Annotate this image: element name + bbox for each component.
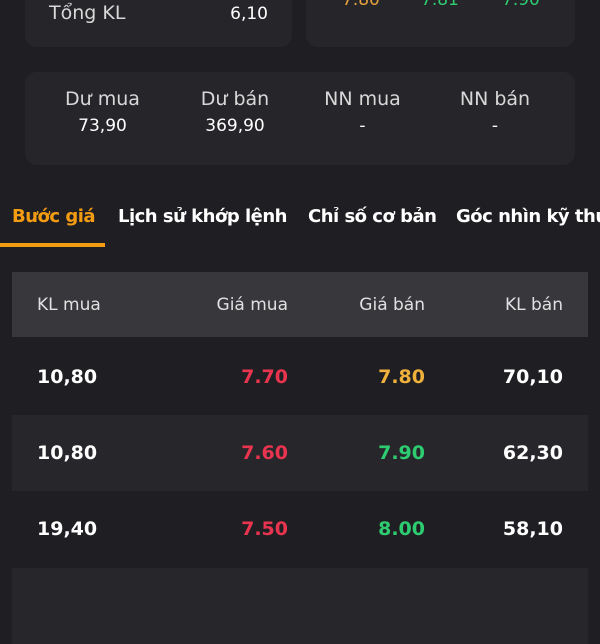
- total-volume-label: Tổng KL: [49, 2, 126, 24]
- header-kl-ban: KL bán: [504, 294, 563, 315]
- table-row[interactable]: 10,80 7.60 7.90 62,30: [12, 415, 588, 491]
- stat-value: -: [359, 116, 366, 136]
- stat-value: -: [491, 116, 499, 136]
- gia-mua: 7.70: [241, 366, 288, 388]
- gia-ban: 7.80: [378, 366, 425, 388]
- price-card: 7.80 7.81 7.90: [306, 0, 575, 47]
- price-1: 7.80: [342, 0, 380, 10]
- table-row[interactable]: 19,40 7.50 8.00 58,10: [12, 491, 588, 567]
- kl-ban: 70,10: [502, 366, 563, 388]
- kl-mua: 19,40: [37, 518, 98, 540]
- stat-label: Dư bán: [200, 88, 270, 110]
- stat-label: NN mua: [324, 88, 401, 110]
- tab-chi-so-co-ban[interactable]: Chỉ số cơ bản: [308, 206, 437, 227]
- tab-goc-nhin-ky-thuat[interactable]: Góc nhìn kỹ thuật: [456, 206, 600, 227]
- price-3: 7.90: [502, 0, 540, 10]
- stat-label: NN bán: [459, 88, 531, 110]
- header-gia-mua: Giá mua: [216, 294, 288, 315]
- stat-value: 369,90: [205, 116, 265, 136]
- tab-lich-su-khop-lenh[interactable]: Lịch sử khớp lệnh: [118, 206, 288, 227]
- price-2: 7.81: [421, 0, 459, 10]
- gia-mua: 7.60: [241, 442, 288, 464]
- gia-ban: 7.90: [378, 442, 425, 464]
- kl-ban: 58,10: [502, 518, 563, 540]
- gia-mua: 7.50: [241, 518, 288, 540]
- kl-mua: 10,80: [37, 442, 98, 464]
- header-gia-ban: Giá bán: [359, 294, 425, 315]
- total-volume-value: 6,10: [230, 4, 268, 24]
- tab-buoc-gia[interactable]: Bước giá: [12, 206, 96, 227]
- stat-du-mua: Dư mua 73,90: [25, 88, 180, 136]
- stat-nn-mua: NN mua -: [290, 88, 435, 136]
- active-tab-indicator: [0, 243, 105, 247]
- kl-ban: 62,30: [502, 442, 563, 464]
- stats-card: Dư mua 73,90 Dư bán 369,90 NN mua - NN bán -: [25, 72, 575, 165]
- kl-mua: 10,80: [37, 366, 98, 388]
- table-header: KL mua Giá mua Giá bán KL bán: [12, 272, 588, 337]
- table-row-partial: [12, 568, 588, 644]
- header-kl-mua: KL mua: [37, 294, 101, 315]
- table-row[interactable]: 10,80 7.70 7.80 70,10: [12, 339, 588, 415]
- summary-card: Tổng KL 6,10: [25, 0, 292, 47]
- gia-ban: 8.00: [378, 518, 425, 540]
- stat-nn-ban: NN bán -: [435, 88, 555, 136]
- stat-du-ban: Dư bán 369,90: [180, 88, 290, 136]
- stat-value: 73,90: [78, 116, 127, 136]
- stat-label: Dư mua: [65, 88, 140, 110]
